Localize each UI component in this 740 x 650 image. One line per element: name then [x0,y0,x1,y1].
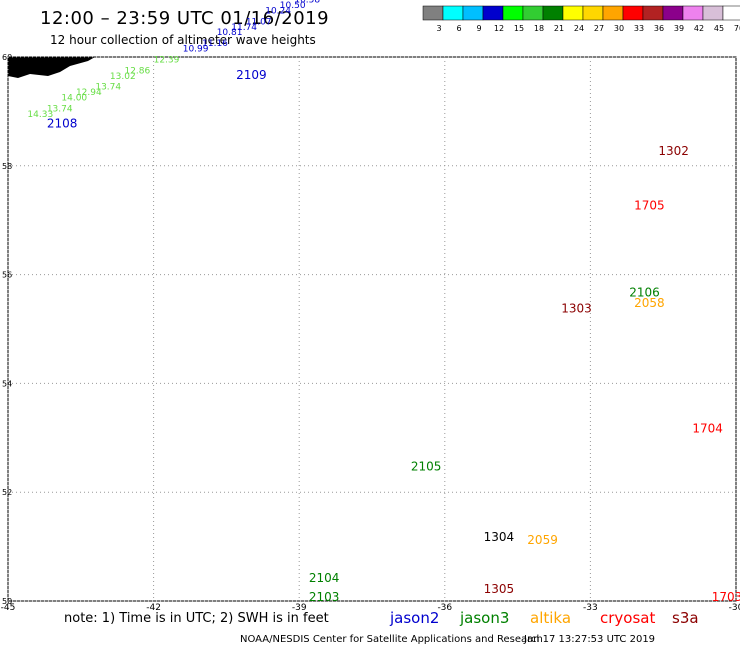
track-label: 1704 [692,421,723,435]
legend-value: 45 [714,24,724,33]
track-label: 1705 [634,198,665,212]
track-label: 1303 [561,302,592,316]
legend-value: 24 [574,24,584,33]
legend-value: 36 [654,24,664,33]
credit-text: NOAA/NESDIS Center for Satellite Applica… [240,634,543,645]
legend-value: 39 [674,24,684,33]
wave-height-label: 10.58 [294,0,320,6]
wave-height-label: 12.94 [76,88,102,98]
legend-value: 30 [614,24,624,33]
wave-height-label: 10.99 [183,45,209,55]
legend-value: 12 [494,24,504,33]
wave-height-label: 13.02 [110,72,136,82]
timestamp-text: Jan 17 13:27:53 UTC 2019 [524,634,656,645]
track-label: 2105 [411,459,442,473]
wave-height-label: 12.39 [154,55,180,65]
color-scale-legend: 36912151821242730333639424570(ft) [422,5,740,33]
lat-tick-label: 56 [2,271,12,280]
track-label: 2108 [47,117,78,131]
lat-tick-label: 50 [2,597,12,606]
wave-height-label: 11.16 [202,39,228,49]
legend-value: 42 [694,24,704,33]
track-label: 1302 [658,144,689,158]
lon-tick-label: -42 [146,603,161,613]
satellite-cryosat-label: cryosat [600,609,656,627]
map-title: 12:00 – 23:59 UTC 01/16/2019 [40,8,330,29]
satellite-jason3-label: jason3 [460,609,510,627]
satellite-jason2-label: jason2 [390,609,440,627]
satellite-s3a-label: s3a [672,609,699,627]
legend-value: 15 [514,24,524,33]
track-label: 2104 [309,571,340,585]
legend-value: 33 [634,24,644,33]
wave-height-label: 13.74 [95,83,121,93]
lon-tick-label: -39 [292,603,307,613]
wave-height-label: 14.00 [61,94,87,104]
map-frame [7,56,737,602]
legend-value: 70 [734,24,740,33]
legend-value: 21 [554,24,564,33]
wave-height-label: 13.74 [47,104,73,114]
track-label: 2059 [527,533,558,547]
track-label: 2109 [236,68,267,82]
map-subtitle: 12 hour collection of altimeter wave hei… [50,33,316,47]
wave-height-label: 11.07 [246,17,272,27]
lat-tick-label: 58 [2,162,12,171]
satellite-altika-label: altika [530,609,572,627]
footer-note: note: 1) Time is in UTC; 2) SWH is in fe… [64,611,329,626]
legend-value: 27 [594,24,604,33]
track-label: 1305 [484,582,515,596]
wave-height-label: 10.24 [265,6,291,16]
legend-swatch [722,5,740,21]
track-label: 1703 [712,590,740,604]
track-label: 2106 [629,285,660,299]
legend-value: 6 [456,24,461,33]
lon-tick-label: -36 [437,603,452,613]
track-label: 2103 [309,590,340,604]
wave-height-label: 12.86 [124,66,150,76]
track-label: 1304 [484,530,515,544]
lat-tick-label: 60 [2,53,12,62]
wave-height-label: 11.74 [231,23,257,33]
track-label: 2058 [634,296,665,310]
lat-tick-label: 54 [2,379,12,388]
lat-tick-label: 52 [2,488,12,497]
lon-tick-label: -45 [1,603,16,613]
wave-height-label: 10.81 [217,28,243,38]
legend-value: 9 [476,24,481,33]
lon-tick-label: -33 [583,603,598,613]
legend-value: 18 [534,24,544,33]
legend-value: 3 [436,24,441,33]
lon-tick-label: -30 [729,603,740,613]
wave-height-label: 14.33 [27,110,53,120]
coastline-greenland [8,57,95,78]
wave-height-label: 10.50 [280,1,306,11]
